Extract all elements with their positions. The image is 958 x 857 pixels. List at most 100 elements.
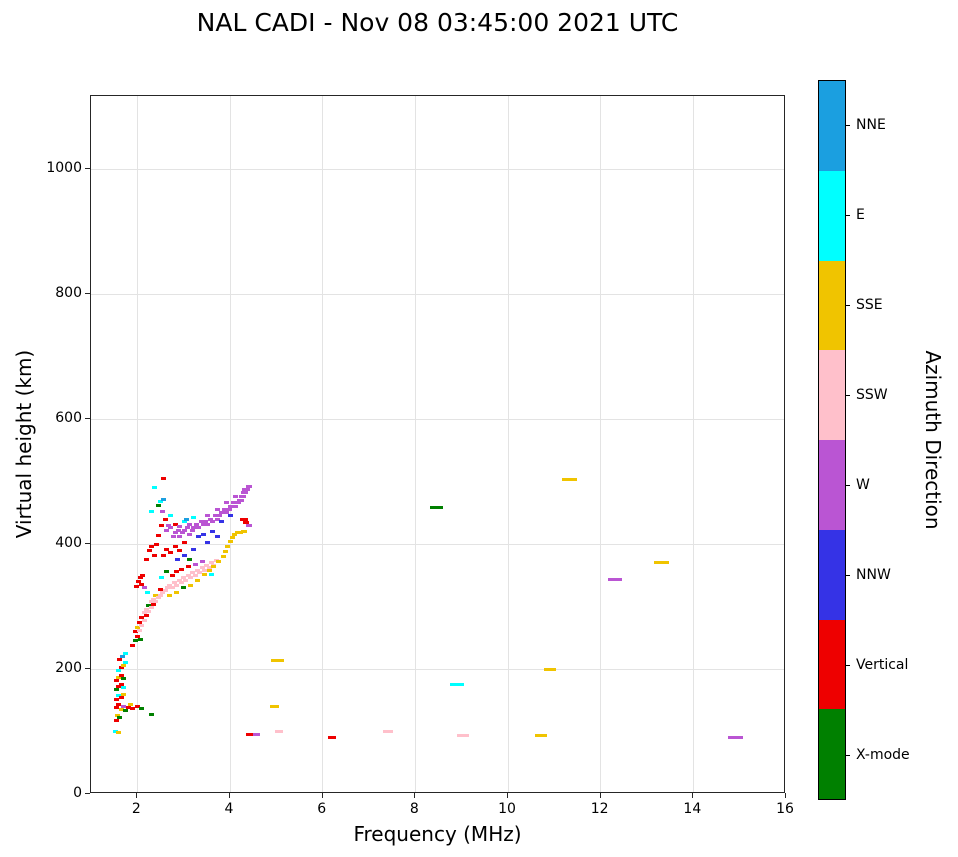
colorbar-tick [846, 395, 850, 396]
data-point [148, 510, 154, 514]
data-point [130, 643, 136, 647]
data-point [160, 476, 166, 480]
data-point [123, 661, 129, 665]
y-tick [85, 793, 90, 794]
data-point [203, 520, 209, 524]
data-point [199, 560, 205, 564]
data-point [245, 485, 252, 489]
data-point [191, 526, 197, 530]
data-point [182, 528, 188, 532]
data-point [132, 630, 138, 634]
data-point [214, 507, 220, 511]
data-point [177, 525, 183, 529]
data-point [274, 730, 283, 733]
data-point [139, 706, 145, 710]
data-point [208, 517, 214, 521]
data-point [183, 517, 189, 521]
data-point [168, 513, 174, 517]
data-point [208, 572, 214, 576]
data-point [233, 495, 239, 499]
data-point [151, 602, 157, 606]
data-point [202, 568, 208, 572]
gridline-horizontal [91, 543, 784, 545]
x-tick-label: 16 [776, 801, 794, 817]
x-axis-label: Frequency (MHz) [353, 822, 522, 846]
data-point [135, 580, 141, 584]
x-tick [599, 793, 601, 798]
x-tick [785, 793, 786, 798]
data-point [167, 593, 173, 597]
colorbar-segment-e [819, 170, 845, 261]
data-point [190, 571, 196, 575]
data-point [158, 523, 164, 527]
data-point [160, 510, 166, 514]
data-point [140, 573, 146, 577]
data-point [122, 651, 128, 655]
data-point [158, 587, 163, 591]
data-point [146, 548, 152, 552]
data-point [199, 566, 205, 570]
data-point [240, 530, 247, 534]
data-point [118, 673, 124, 677]
data-point [116, 685, 122, 689]
data-point [181, 576, 187, 580]
colorbar [818, 80, 846, 800]
data-point [543, 667, 556, 671]
data-point [200, 522, 206, 526]
data-point [232, 533, 238, 537]
data-point [169, 573, 175, 577]
data-point [116, 703, 122, 707]
data-point [118, 695, 124, 699]
data-point [185, 573, 191, 577]
data-point [172, 522, 178, 526]
y-tick [85, 168, 90, 170]
data-point [535, 734, 548, 738]
data-point [228, 505, 234, 509]
data-point [183, 578, 189, 582]
data-point [162, 588, 168, 592]
x-tick [414, 793, 416, 798]
gridline-vertical [322, 96, 324, 792]
data-point [148, 606, 154, 610]
data-point [195, 578, 201, 582]
data-point [146, 610, 152, 614]
data-point [134, 635, 140, 639]
data-point [222, 550, 228, 554]
data-point [117, 658, 123, 662]
data-point [163, 528, 169, 532]
plot-area [90, 95, 785, 793]
data-point [151, 597, 157, 601]
data-point [112, 730, 118, 733]
colorbar-segment-sse [819, 260, 845, 351]
data-point [148, 712, 154, 716]
data-point [123, 709, 129, 713]
colorbar-tick [846, 575, 850, 576]
colorbar-segment-nnw [819, 529, 845, 620]
data-point [130, 706, 136, 710]
data-point [113, 697, 119, 701]
data-point [137, 637, 143, 641]
data-point [176, 578, 182, 582]
data-point [209, 530, 215, 534]
colorbar-tick [846, 665, 850, 666]
data-point [156, 503, 162, 507]
data-point [198, 520, 204, 524]
data-point [120, 686, 126, 690]
data-point [118, 666, 124, 670]
gridline-horizontal [91, 418, 784, 420]
x-tick-label: 4 [224, 801, 234, 817]
data-point [174, 570, 180, 574]
data-point [172, 545, 178, 549]
data-point [188, 576, 194, 580]
data-point [186, 557, 192, 561]
data-point [113, 687, 119, 691]
data-point [163, 547, 169, 551]
y-tick [85, 668, 90, 670]
data-point [166, 523, 172, 527]
data-point [227, 540, 233, 544]
colorbar-tick-label: W [856, 477, 870, 493]
data-point [164, 586, 170, 590]
data-point [174, 583, 180, 587]
data-point [226, 507, 232, 511]
